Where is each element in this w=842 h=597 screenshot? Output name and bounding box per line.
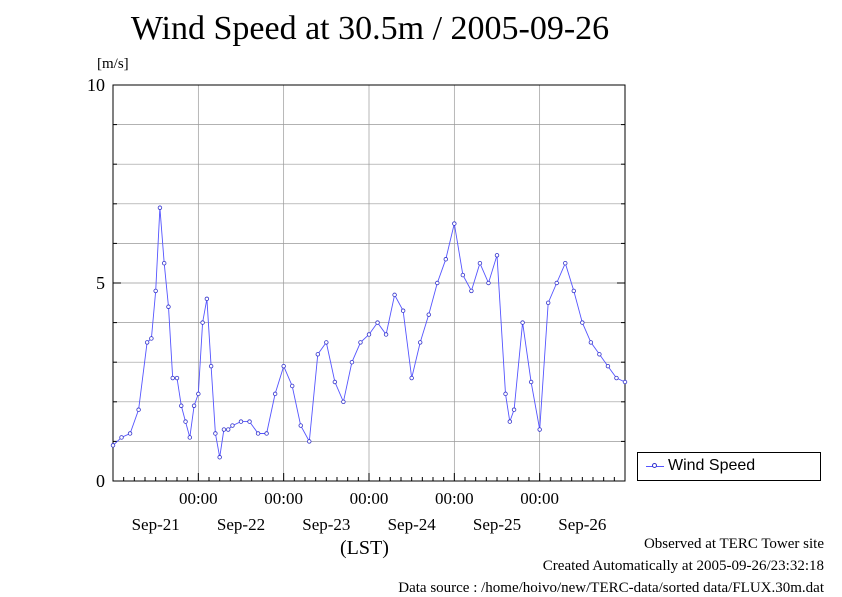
data-point: [217, 455, 222, 460]
chart-title: Wind Speed at 30.5m / 2005-09-26: [130, 10, 610, 47]
data-point: [435, 280, 440, 286]
data-point: [149, 336, 154, 341]
data-point: [507, 419, 512, 424]
data-point: [191, 403, 197, 408]
data-point: [225, 427, 231, 432]
x-time-tick-label: 00:00: [435, 489, 474, 508]
data-point: [255, 431, 261, 436]
data-point: [298, 423, 303, 428]
data-point: [528, 379, 534, 385]
x-time-tick-label: 00:00: [350, 489, 389, 508]
data-point: [230, 423, 235, 428]
data-point: [469, 288, 474, 294]
data-point: [400, 308, 406, 313]
x-day-label: Sep-22: [217, 515, 265, 534]
data-point: [161, 261, 167, 266]
data-point: [349, 360, 355, 365]
data-point: [358, 340, 363, 345]
data-point: [383, 332, 389, 337]
legend-marker-swatch: [652, 463, 657, 468]
footer-site: Observed at TERC Tower site: [643, 536, 824, 552]
data-point: [200, 320, 205, 325]
y-tick-label: 5: [96, 273, 105, 293]
data-point: [166, 304, 171, 309]
footer-source: Data source : /home/hoivo/new/TERC-data/…: [398, 580, 824, 596]
data-point: [588, 340, 594, 345]
data-point: [174, 375, 180, 381]
y-axis-unit: [m/s]: [97, 56, 129, 72]
y-tick-label: 10: [87, 75, 105, 95]
x-time-tick-label: 00:00: [264, 489, 303, 508]
data-point: [605, 363, 611, 369]
data-point: [511, 407, 517, 412]
data-point: [153, 288, 158, 294]
data-point: [622, 379, 628, 385]
data-point: [290, 383, 295, 389]
data-point: [136, 407, 141, 412]
series-line-wind-speed: [112, 207, 626, 458]
data-point: [281, 363, 286, 369]
data-point: [426, 312, 431, 317]
data-point: [307, 439, 312, 444]
x-day-label: Sep-26: [558, 515, 606, 534]
data-point: [264, 431, 269, 436]
data-point: [443, 257, 448, 262]
x-day-label: Sep-21: [132, 515, 180, 534]
data-point: [563, 261, 568, 266]
data-point: [375, 320, 380, 325]
data-point: [170, 375, 175, 381]
legend-label-wind-speed: Wind Speed: [668, 457, 756, 474]
legend: Wind Speed: [637, 452, 821, 481]
x-day-label: Sep-25: [473, 515, 521, 534]
data-point: [196, 391, 201, 397]
data-point: [187, 435, 192, 440]
data-point: [157, 205, 163, 210]
data-point: [452, 221, 457, 226]
data-point: [580, 320, 585, 325]
data-point: [204, 296, 210, 302]
data-point: [238, 419, 244, 424]
data-point: [409, 375, 414, 381]
data-point: [183, 419, 188, 424]
data-point: [119, 435, 124, 440]
data-point: [221, 427, 227, 432]
data-point: [208, 363, 214, 369]
data-point: [110, 443, 116, 448]
data-point: [127, 431, 133, 436]
data-point: [494, 253, 500, 258]
x-day-label: Sep-23: [302, 515, 350, 534]
x-axis-label: (LST): [340, 537, 389, 559]
data-point: [315, 352, 320, 357]
data-point: [520, 320, 525, 325]
x-time-tick-label: 00:00: [179, 489, 218, 508]
footer-created: Created Automatically at 2005-09-26/23:3…: [542, 558, 824, 574]
data-point: [247, 419, 252, 424]
data-point: [179, 403, 184, 408]
data-point: [537, 427, 542, 432]
data-point: [324, 340, 329, 345]
data-point: [341, 399, 346, 404]
x-time-tick-label: 00:00: [520, 489, 559, 508]
data-point: [392, 292, 397, 298]
data-point: [486, 280, 491, 286]
data-point: [460, 272, 466, 278]
data-point: [571, 288, 576, 294]
data-point: [503, 391, 508, 397]
data-point: [546, 300, 551, 305]
data-point: [554, 280, 559, 286]
x-day-label: Sep-24: [388, 515, 437, 534]
data-point: [272, 391, 278, 397]
data-point: [213, 431, 218, 436]
data-point: [366, 332, 372, 337]
data-point: [597, 352, 602, 357]
data-point: [614, 375, 619, 381]
data-point: [418, 340, 423, 345]
data-point: [144, 340, 150, 345]
data-point: [477, 261, 483, 266]
y-tick-label: 0: [96, 471, 105, 491]
data-point: [332, 379, 338, 385]
